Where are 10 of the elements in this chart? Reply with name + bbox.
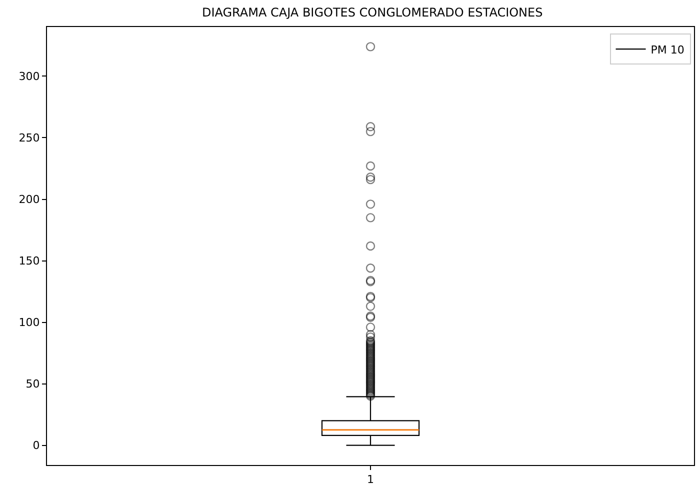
chart-title: DIAGRAMA CAJA BIGOTES CONGLOMERADO ESTACIONES xyxy=(202,5,543,20)
y-tick-label: 150 xyxy=(18,254,40,268)
y-tick-label: 100 xyxy=(18,316,40,330)
x-tick-label: 1 xyxy=(367,473,374,486)
y-tick-label: 50 xyxy=(26,378,40,391)
y-tick-label: 200 xyxy=(18,193,40,206)
y-tick-label: 0 xyxy=(32,439,40,452)
y-tick-label: 250 xyxy=(18,132,40,145)
legend-label: PM 10 xyxy=(650,43,684,56)
y-tick-label: 300 xyxy=(18,70,40,84)
